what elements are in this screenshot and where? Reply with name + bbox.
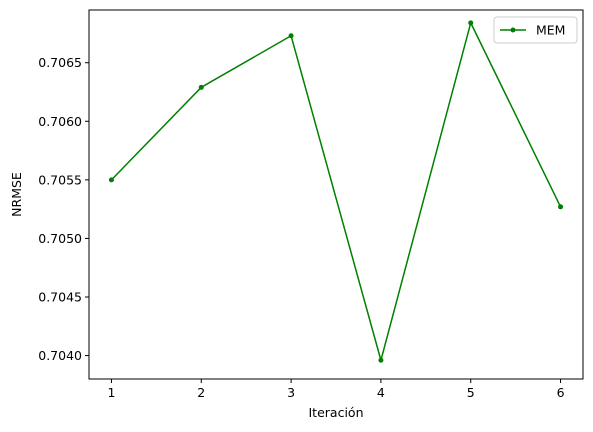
x-tick-label: 3 <box>287 385 295 400</box>
y-tick-label: 0.7040 <box>38 348 82 363</box>
data-point <box>468 20 473 25</box>
x-tick-label: 6 <box>557 385 565 400</box>
y-tick-label: 0.7060 <box>38 114 82 129</box>
x-tick-label: 4 <box>377 385 385 400</box>
legend-marker-mem <box>511 28 516 33</box>
y-tick-label: 0.7055 <box>38 172 82 187</box>
data-point <box>109 177 114 182</box>
y-tick-label: 0.7065 <box>38 55 82 70</box>
x-axis-label: Iteración <box>309 405 364 420</box>
data-point <box>289 33 294 38</box>
data-point <box>199 85 204 90</box>
y-axis-label: NRMSE <box>9 172 24 217</box>
x-tick-label: 1 <box>107 385 115 400</box>
legend: MEM <box>494 17 577 43</box>
y-tick-label: 0.7045 <box>38 290 82 305</box>
x-tick-label: 5 <box>467 385 475 400</box>
x-tick-label: 2 <box>197 385 205 400</box>
legend-label-mem: MEM <box>536 23 565 38</box>
data-point <box>558 204 563 209</box>
y-tick-label: 0.7050 <box>38 231 82 246</box>
data-point <box>378 358 383 363</box>
